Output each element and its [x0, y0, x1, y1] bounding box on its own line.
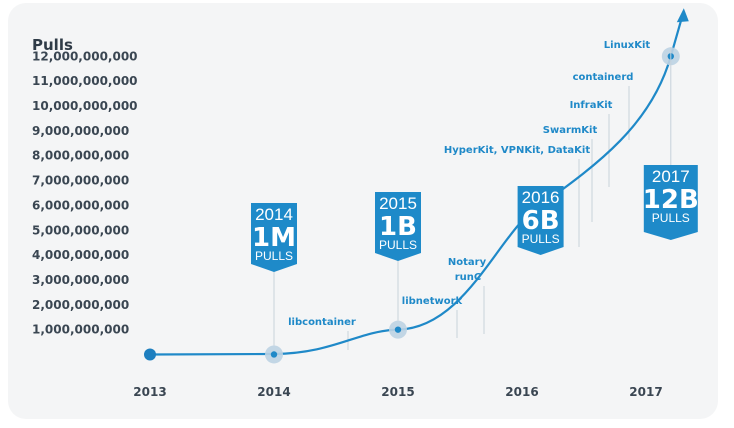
badge-value: 6B: [522, 206, 560, 236]
annotation-label: InfraKit: [570, 100, 613, 111]
y-tick-label: 10,000,000,000: [32, 99, 138, 113]
badge-year: 2017: [652, 167, 690, 186]
badge-shape: [375, 192, 421, 261]
annotation-label: HyperKit, VPNKit, DataKit: [444, 145, 590, 156]
x-tick-labels: 2013 2014 2015 2016 2017: [133, 385, 662, 399]
badge-unit: PULLS: [379, 238, 417, 252]
badge-value: 12B: [643, 185, 699, 215]
annotation-label: libcontainer: [288, 317, 356, 328]
y-tick-labels: 1,000,000,000 2,000,000,000 3,000,000,000 4…: [32, 49, 138, 336]
y-tick-label: 8,000,000,000: [32, 149, 129, 163]
y-tick-label: 5,000,000,000: [32, 223, 129, 237]
y-tick-label: 1,000,000,000: [32, 323, 129, 337]
annotation-labels: libcontainer libnetwork runC Notary HyperKit…: [288, 40, 650, 328]
annotation-label: SwarmKit: [543, 125, 598, 136]
x-tick-label: 2016: [505, 385, 538, 399]
y-tick-label: 6,000,000,000: [32, 198, 129, 212]
badge-unit: PULLS: [652, 211, 690, 225]
start-point: [144, 348, 156, 361]
annotation-label: runC: [455, 272, 482, 283]
annotation-label: containerd: [573, 72, 634, 83]
y-tick-label: 9,000,000,000: [32, 124, 129, 138]
x-tick-label: 2014: [257, 385, 290, 399]
x-tick-label: 2015: [381, 385, 414, 399]
badge-shape: [251, 203, 297, 272]
growth-curve: [149, 8, 689, 356]
y-axis-title: Pulls: [32, 36, 73, 54]
annotation-label: Notary: [448, 257, 487, 268]
y-tick-label: 4,000,000,000: [32, 248, 129, 262]
y-tick-label: 12,000,000,000: [32, 49, 138, 63]
badge-value: 1B: [379, 212, 417, 242]
milestone-badges: 20141MPULLS20151BPULLS20166BPULLS201712B…: [251, 47, 699, 346]
annotation-label: libnetwork: [402, 296, 463, 307]
badge-unit: PULLS: [522, 232, 560, 246]
badge-shape: [643, 165, 698, 240]
series-line: [149, 13, 684, 356]
milestone-point: [394, 326, 402, 333]
badge-year: 2015: [379, 194, 417, 213]
badge-year: 2014: [255, 205, 293, 224]
badge-shape: [517, 186, 564, 255]
annotation-label: LinuxKit: [604, 40, 651, 51]
arrow-head-icon: [676, 8, 689, 23]
badge-unit: PULLS: [255, 249, 293, 263]
y-tick-label: 11,000,000,000: [32, 74, 138, 88]
x-tick-label: 2017: [629, 385, 662, 399]
y-tick-label: 2,000,000,000: [32, 298, 129, 312]
badge-value: 1M: [252, 223, 296, 253]
milestone-point: [270, 351, 278, 358]
x-tick-label: 2013: [133, 385, 166, 399]
y-tick-label: 3,000,000,000: [32, 273, 129, 287]
y-tick-label: 7,000,000,000: [32, 174, 129, 188]
badge-year: 2016: [522, 188, 560, 207]
chart-card: [8, 3, 718, 419]
